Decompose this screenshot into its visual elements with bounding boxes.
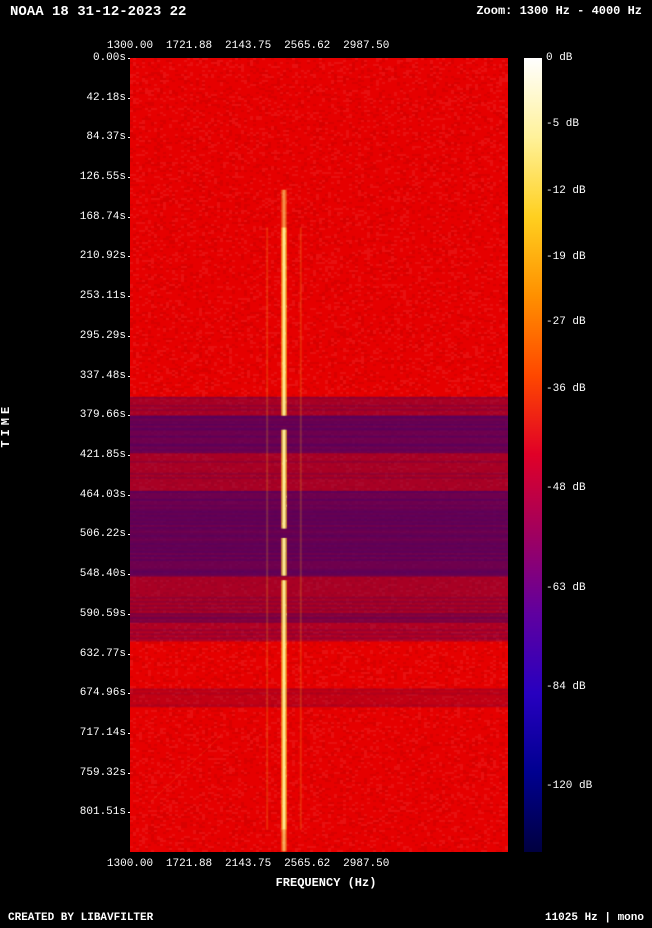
y-tick-label: 0.00s — [93, 52, 126, 64]
colorbar-tick-label: -27 dB — [546, 316, 586, 328]
y-tick-label: 84.37s — [86, 131, 126, 143]
y-axis-label: TIME — [0, 403, 13, 448]
colorbar-tick-label: -84 dB — [546, 681, 586, 693]
footer-format: 11025 Hz | mono — [545, 912, 644, 924]
y-tick-label: 126.55s — [80, 171, 126, 183]
x-tick-label: 2143.75 — [225, 40, 271, 52]
x-tick-label: 2143.75 — [225, 858, 271, 870]
x-tick-label: 2987.50 — [343, 858, 389, 870]
y-tick-label: 295.29s — [80, 330, 126, 342]
x-tick-label: 1721.88 — [166, 858, 212, 870]
y-tick-label: 42.18s — [86, 92, 126, 104]
y-tick-label: 506.22s — [80, 528, 126, 540]
footer: CREATED BY LIBAVFILTER 11025 Hz | mono — [0, 912, 652, 924]
y-tick-label: 421.85s — [80, 449, 126, 461]
colorbar-tick-label: -19 dB — [546, 251, 586, 263]
colorbar-tick-label: -36 dB — [546, 383, 586, 395]
y-tick-label: 168.74s — [80, 211, 126, 223]
y-tick-label: 464.03s — [80, 489, 126, 501]
y-tick-label: 759.32s — [80, 767, 126, 779]
colorbar-tick-label: -5 dB — [546, 118, 579, 130]
colorbar-tick-label: -12 dB — [546, 185, 586, 197]
y-ticks: 0.00s42.18s84.37s126.55s168.74s210.92s25… — [24, 58, 128, 852]
colorbar-tick-label: -120 dB — [546, 780, 592, 792]
y-tick-label: 337.48s — [80, 370, 126, 382]
y-tick-label: 548.40s — [80, 568, 126, 580]
y-tick-label: 253.11s — [80, 290, 126, 302]
x-axis-label: FREQUENCY (Hz) — [276, 876, 377, 890]
x-tick-label: 1300.00 — [107, 858, 153, 870]
y-tick-label: 210.92s — [80, 250, 126, 262]
plot-area: TIME 1300.001721.882143.752565.622987.50… — [24, 40, 628, 886]
y-tick-label: 632.77s — [80, 648, 126, 660]
y-tick-label: 801.51s — [80, 806, 126, 818]
y-tick-label: 379.66s — [80, 409, 126, 421]
page-title: NOAA 18 31-12-2023 22 — [10, 4, 186, 20]
y-tick-label: 590.59s — [80, 608, 126, 620]
colorbar-tick-label: -48 dB — [546, 482, 586, 494]
colorbar-tick-label: -63 dB — [546, 582, 586, 594]
x-tick-label: 1300.00 — [107, 40, 153, 52]
x-tick-label: 2565.62 — [284, 40, 330, 52]
x-tick-label: 2987.50 — [343, 40, 389, 52]
y-tick-label: 717.14s — [80, 727, 126, 739]
x-tick-label: 2565.62 — [284, 858, 330, 870]
colorbar — [524, 58, 542, 852]
spectrogram-canvas — [130, 58, 508, 852]
footer-credit: CREATED BY LIBAVFILTER — [8, 912, 153, 924]
zoom-label: Zoom: 1300 Hz - 4000 Hz — [476, 4, 642, 20]
colorbar-tick-label: 0 dB — [546, 52, 572, 64]
x-tick-label: 1721.88 — [166, 40, 212, 52]
header: NOAA 18 31-12-2023 22 Zoom: 1300 Hz - 40… — [0, 0, 652, 24]
y-tick-label: 674.96s — [80, 687, 126, 699]
